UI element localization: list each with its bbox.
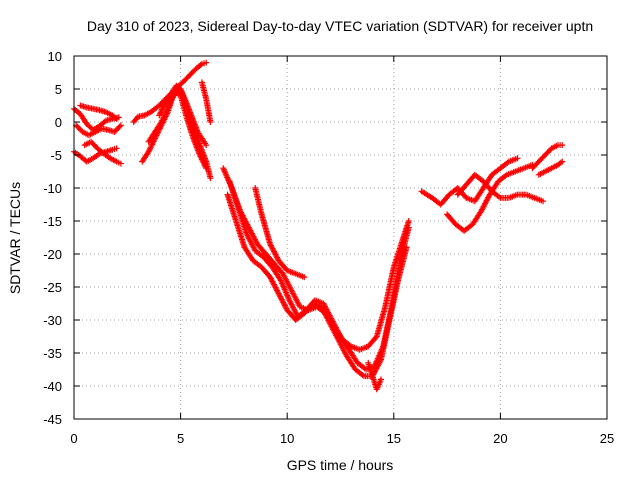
series-arc-s (529, 142, 566, 172)
data-point (203, 59, 210, 66)
series-arc-m (226, 178, 412, 373)
y-tick-label: -20 (43, 247, 62, 262)
y-tick-label: -15 (43, 214, 62, 229)
plot-frame (73, 55, 608, 420)
y-tick-label: -45 (43, 412, 62, 427)
y-axis-label: SDTVAR / TECUs (7, 182, 23, 294)
data-point (378, 376, 385, 383)
y-tick-label: -35 (43, 346, 62, 361)
series-arc-j (198, 79, 214, 125)
data-point (113, 115, 120, 122)
data-point (540, 198, 547, 205)
x-tick-label: 10 (280, 431, 294, 446)
series-arc-d (77, 102, 120, 122)
data-point (197, 61, 204, 68)
data-point (301, 274, 308, 281)
chart-title: Day 310 of 2023, Sidereal Day-to-day VTE… (87, 18, 593, 34)
data-point (207, 119, 214, 125)
x-tick-label: 20 (493, 431, 507, 446)
series-arc-o (365, 359, 385, 393)
y-tick-label: 5 (55, 82, 62, 97)
series-arc-t (535, 158, 566, 178)
y-tick-label: -30 (43, 313, 62, 328)
data-point (116, 123, 123, 130)
y-tick-label: 0 (55, 115, 62, 130)
series-arc-c (73, 122, 124, 139)
data-points (71, 59, 566, 393)
data-point (405, 218, 412, 224)
series-arc-r (454, 171, 547, 205)
y-tick-label: -25 (43, 280, 62, 295)
x-tick-label: 0 (70, 431, 77, 446)
axis-ticks: 0 5 10 15 20 25 10 5 0 -5 -10 -15 -20 -25 -30 -35 -40 -45 (43, 49, 614, 446)
data-point (514, 155, 521, 162)
y-tick-label: -40 (43, 379, 62, 394)
data-point (559, 142, 566, 149)
data-point (117, 122, 124, 129)
y-tick-label: 10 (48, 49, 62, 64)
y-tick-label: -5 (50, 148, 62, 163)
x-tick-label: 25 (600, 431, 614, 446)
y-tick-label: -10 (43, 181, 62, 196)
x-axis-label: GPS time / hours (287, 457, 394, 473)
series-arc-q (444, 161, 536, 234)
data-point (203, 142, 210, 149)
series-arc-e (81, 138, 124, 167)
x-tick-label: 15 (387, 431, 401, 446)
data-point (113, 145, 120, 152)
data-point (207, 175, 214, 182)
series-arc-i (156, 82, 210, 149)
data-point (405, 224, 412, 231)
x-tick-label: 5 (177, 431, 184, 446)
series-arc-k (220, 165, 412, 353)
series-arc-n (252, 185, 308, 281)
data-point (117, 160, 124, 167)
data-point (559, 158, 566, 165)
